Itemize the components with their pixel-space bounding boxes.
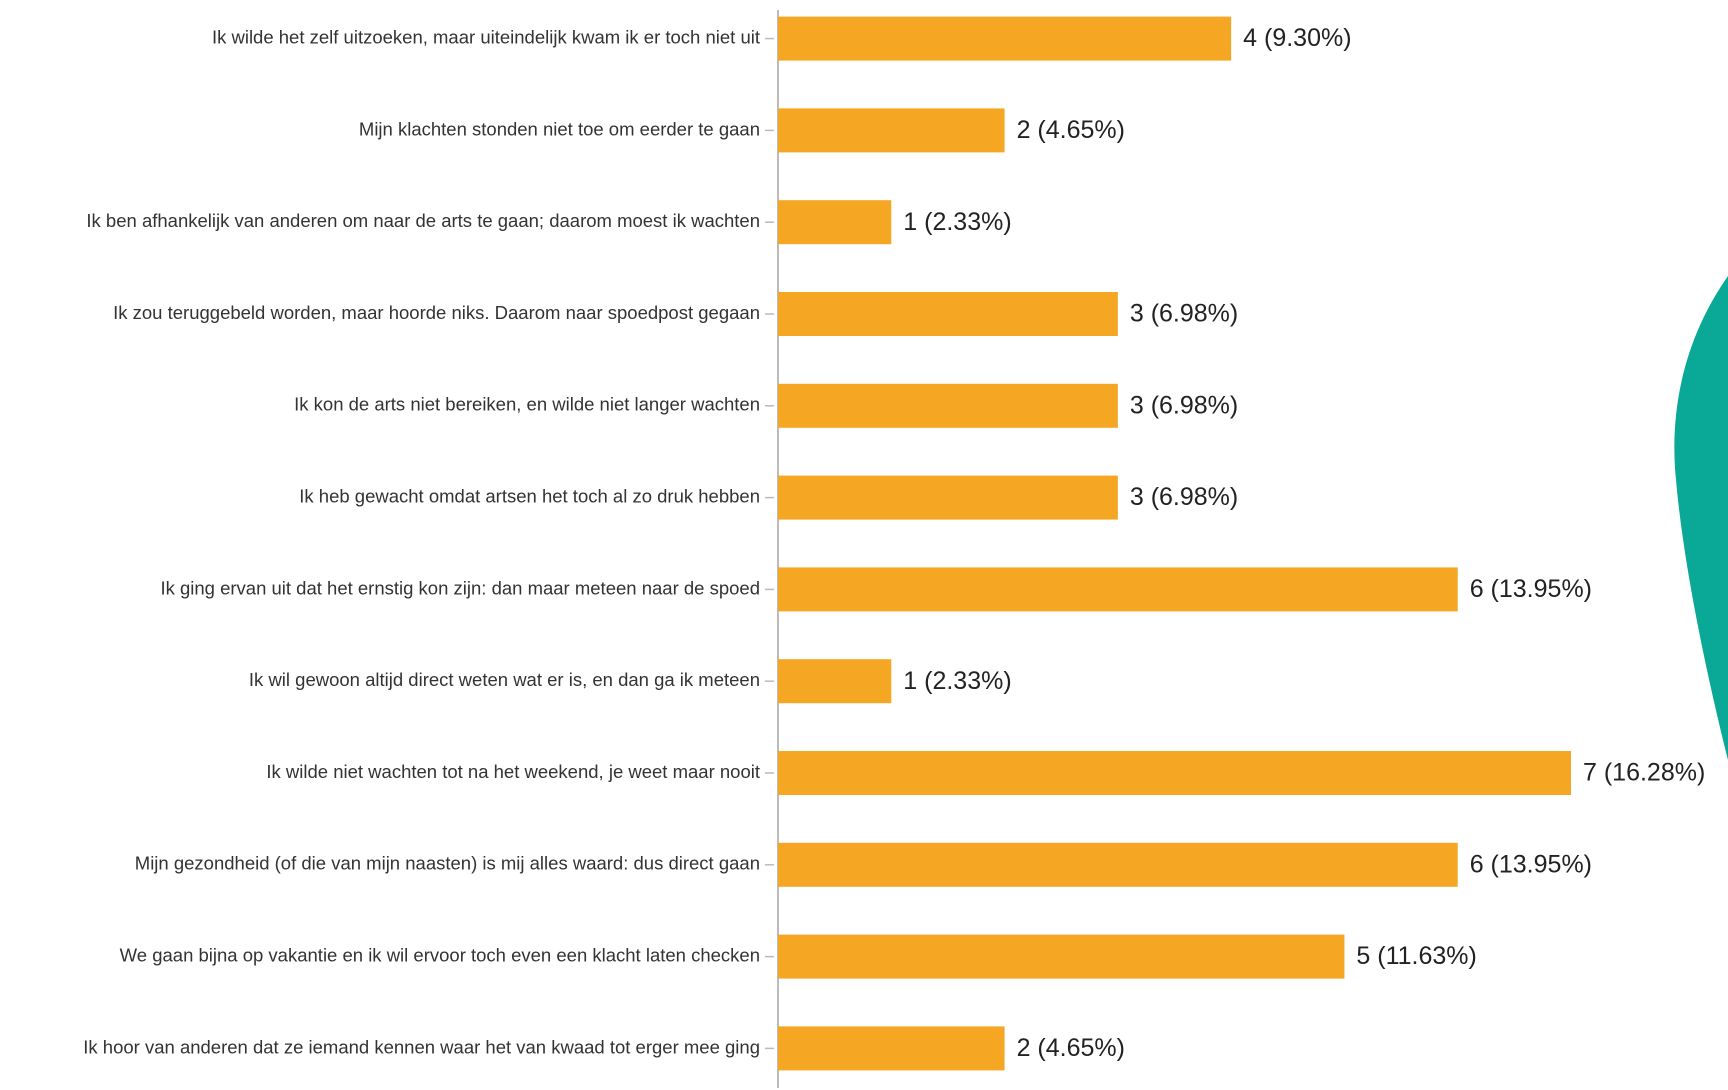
bar: [778, 659, 891, 703]
decorative-shape: [1674, 276, 1728, 760]
value-label: 6 (13.95%): [1470, 575, 1592, 603]
value-label: 6 (13.95%): [1470, 850, 1592, 878]
chart: Ik wilde het zelf uitzoeken, maar uitein…: [0, 0, 1728, 1090]
category-label: Ik zou teruggebeld worden, maar hoorde n…: [113, 302, 760, 323]
bar: [778, 843, 1458, 887]
category-label: We gaan bijna op vakantie en ik wil ervo…: [120, 944, 760, 965]
value-label: 1 (2.33%): [903, 667, 1011, 695]
value-label: 5 (11.63%): [1356, 942, 1476, 970]
bar: [778, 567, 1458, 611]
bar: [778, 200, 891, 244]
value-label: 1 (2.33%): [903, 208, 1011, 236]
category-label: Ik hoor van anderen dat ze iemand kennen…: [83, 1036, 760, 1057]
category-label: Mijn klachten stonden niet toe om eerder…: [359, 118, 760, 139]
category-label: Ik wilde niet wachten tot na het weekend…: [266, 761, 760, 782]
category-label: Ik ging ervan uit dat het ernstig kon zi…: [160, 577, 760, 598]
category-label: Mijn gezondheid (of die van mijn naasten…: [135, 853, 760, 874]
page: Ik wilde het zelf uitzoeken, maar uitein…: [0, 0, 1728, 1090]
bar: [778, 935, 1344, 979]
bar: [778, 476, 1118, 520]
bar: [778, 108, 1005, 152]
value-label: 3 (6.98%): [1130, 483, 1238, 511]
bar: [778, 384, 1118, 428]
bar: [778, 751, 1571, 795]
bar: [778, 17, 1231, 61]
category-label: Ik ben afhankelijk van anderen om naar d…: [86, 210, 760, 231]
value-label: 3 (6.98%): [1130, 300, 1238, 328]
bar: [778, 292, 1118, 336]
category-label: Ik wilde het zelf uitzoeken, maar uitein…: [212, 26, 760, 47]
category-label: Ik kon de arts niet bereiken, en wilde n…: [294, 394, 760, 415]
category-label: Ik heb gewacht omdat artsen het toch al …: [299, 485, 760, 506]
value-label: 2 (4.65%): [1017, 116, 1125, 144]
value-label: 4 (9.30%): [1243, 24, 1351, 52]
value-label: 2 (4.65%): [1017, 1034, 1125, 1062]
category-label: Ik wil gewoon altijd direct weten wat er…: [249, 669, 760, 690]
value-label: 7 (16.28%): [1583, 759, 1705, 787]
bar: [778, 1026, 1005, 1070]
value-label: 3 (6.98%): [1130, 391, 1238, 419]
